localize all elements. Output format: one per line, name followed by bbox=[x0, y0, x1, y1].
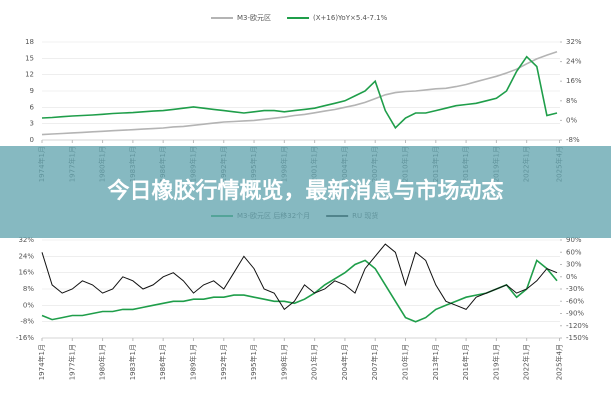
x-tick-label: 2025年4月 bbox=[554, 344, 563, 380]
y-tick-label: -16% bbox=[16, 334, 34, 342]
y-tick-label: 8% bbox=[23, 285, 34, 293]
x-tick-label: 2019年1月 bbox=[491, 344, 500, 380]
x-tick-label: 2004年1月 bbox=[340, 344, 349, 380]
y-tick-label: 9 bbox=[30, 87, 34, 95]
banner-title: 今日橡胶行情概览，最新消息与市场动态 bbox=[107, 179, 504, 204]
x-tick-label: 1983年1月 bbox=[128, 344, 137, 380]
y-tick-label: 0 bbox=[30, 136, 34, 144]
series-line bbox=[41, 51, 558, 136]
x-tick-label: 1986年1月 bbox=[158, 344, 167, 380]
series-line bbox=[41, 55, 558, 130]
y2-tick-label: 30% bbox=[566, 261, 582, 269]
y2-tick-label: 24% bbox=[566, 58, 582, 66]
x-tick-label: 1998年1月 bbox=[279, 344, 288, 380]
y2-tick-label: 0% bbox=[566, 116, 577, 124]
y2-tick-label: 32% bbox=[566, 38, 582, 46]
series-line bbox=[41, 259, 558, 323]
y-tick-label: 15 bbox=[25, 54, 34, 62]
banner: 今日橡胶行情概览，最新消息与市场动态 bbox=[0, 146, 611, 238]
x-tick-label: 1992年1月 bbox=[219, 344, 228, 380]
x-tick-label: 2010年1月 bbox=[401, 344, 410, 380]
x-tick-label: 1980年1月 bbox=[98, 344, 107, 380]
y-tick-label: 6 bbox=[30, 103, 35, 111]
y-tick-label: 0% bbox=[23, 301, 34, 309]
x-tick-label: 1989年1月 bbox=[188, 344, 197, 380]
x-tick-label: 1977年1月 bbox=[67, 344, 76, 380]
y-tick-label: 16% bbox=[18, 269, 34, 277]
y2-tick-label: 60% bbox=[566, 248, 582, 256]
y-tick-label: -8% bbox=[20, 318, 34, 326]
x-tick-label: 1995年1月 bbox=[249, 344, 258, 380]
y2-tick-label: -120% bbox=[566, 322, 589, 330]
y-tick-label: 32% bbox=[18, 236, 34, 244]
x-tick-label: 2016年1月 bbox=[461, 344, 470, 380]
x-tick-label: 2013年1月 bbox=[431, 344, 440, 380]
series-line bbox=[41, 243, 558, 311]
x-tick-label: 2007年1月 bbox=[370, 344, 379, 380]
y2-tick-label: -8% bbox=[566, 136, 580, 144]
legend-label: M3-欧元区 bbox=[237, 13, 271, 22]
y2-tick-label: 16% bbox=[566, 77, 582, 85]
y2-tick-label: 8% bbox=[566, 97, 577, 105]
legend-label: (X+16)YoY×5.4-7.1% bbox=[313, 14, 388, 22]
y2-tick-label: -90% bbox=[566, 310, 584, 318]
y-tick-label: 18 bbox=[25, 38, 34, 46]
y-tick-label: 3 bbox=[30, 120, 34, 128]
y2-tick-label: 0% bbox=[566, 273, 577, 281]
x-tick-label: 2001年1月 bbox=[310, 344, 319, 380]
x-tick-label: 1974年1月 bbox=[37, 344, 46, 380]
y-tick-label: 24% bbox=[18, 252, 34, 260]
y2-tick-label: 90% bbox=[566, 236, 582, 244]
x-tick-label: 2022年1月 bbox=[522, 344, 531, 380]
y2-tick-label: -30% bbox=[566, 285, 584, 293]
y-tick-label: 12 bbox=[25, 71, 34, 79]
y2-tick-label: -60% bbox=[566, 297, 584, 305]
y2-tick-label: -150% bbox=[566, 334, 589, 342]
